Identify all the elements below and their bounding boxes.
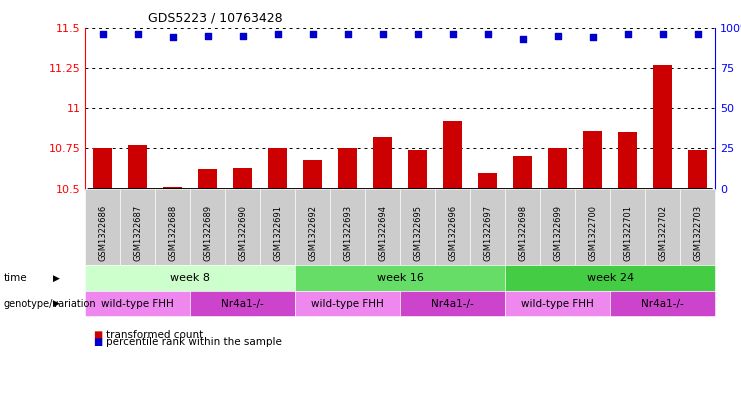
Text: GSM1322697: GSM1322697 — [483, 205, 492, 261]
Text: transformed count: transformed count — [106, 330, 203, 340]
Point — [307, 31, 319, 37]
Text: week 16: week 16 — [376, 273, 424, 283]
Text: wild-type FHH: wild-type FHH — [102, 299, 174, 309]
Point — [167, 34, 179, 40]
Point — [587, 34, 599, 40]
Text: GSM1322699: GSM1322699 — [553, 206, 562, 261]
Text: GSM1322686: GSM1322686 — [99, 205, 107, 261]
Text: GSM1322702: GSM1322702 — [658, 206, 667, 261]
Point — [97, 31, 109, 37]
Bar — [338, 148, 357, 189]
Bar — [548, 148, 567, 189]
Bar — [93, 148, 113, 189]
Point — [132, 31, 144, 37]
Text: GSM1322694: GSM1322694 — [378, 206, 387, 261]
Text: GSM1322691: GSM1322691 — [273, 206, 282, 261]
Text: time: time — [4, 273, 27, 283]
Bar — [688, 150, 707, 189]
Text: ▶: ▶ — [53, 299, 60, 308]
Bar — [653, 64, 672, 189]
Text: GSM1322696: GSM1322696 — [448, 205, 457, 261]
Text: percentile rank within the sample: percentile rank within the sample — [106, 337, 282, 347]
Point — [342, 31, 353, 37]
Text: GSM1322687: GSM1322687 — [133, 205, 142, 261]
Bar — [303, 160, 322, 189]
Text: ▶: ▶ — [53, 274, 60, 283]
Point — [202, 32, 213, 39]
Point — [657, 31, 668, 37]
Point — [236, 32, 248, 39]
Bar — [163, 187, 182, 189]
Text: week 24: week 24 — [587, 273, 634, 283]
Point — [551, 32, 563, 39]
Text: Nr4a1-/-: Nr4a1-/- — [431, 299, 474, 309]
Text: Nr4a1-/-: Nr4a1-/- — [222, 299, 264, 309]
Point — [272, 31, 284, 37]
Point — [376, 31, 388, 37]
Text: GSM1322688: GSM1322688 — [168, 205, 177, 261]
Text: wild-type FHH: wild-type FHH — [311, 299, 384, 309]
Text: GDS5223 / 10763428: GDS5223 / 10763428 — [148, 12, 283, 25]
Bar — [443, 121, 462, 189]
Bar — [618, 132, 637, 189]
Point — [516, 36, 528, 42]
Point — [622, 31, 634, 37]
Text: GSM1322698: GSM1322698 — [518, 205, 527, 261]
Text: GSM1322692: GSM1322692 — [308, 206, 317, 261]
Text: ■: ■ — [93, 337, 102, 347]
Text: genotype/variation: genotype/variation — [4, 299, 96, 309]
Bar — [583, 130, 602, 189]
Bar — [268, 148, 288, 189]
Text: GSM1322689: GSM1322689 — [203, 205, 212, 261]
Text: GSM1322703: GSM1322703 — [693, 205, 702, 261]
Text: GSM1322700: GSM1322700 — [588, 206, 597, 261]
Point — [447, 31, 459, 37]
Point — [412, 31, 424, 37]
Text: Nr4a1-/-: Nr4a1-/- — [641, 299, 684, 309]
Point — [482, 31, 494, 37]
Text: week 8: week 8 — [170, 273, 210, 283]
Point — [691, 31, 703, 37]
Text: GSM1322695: GSM1322695 — [413, 206, 422, 261]
Bar — [198, 169, 217, 189]
Bar — [233, 168, 252, 189]
Text: GSM1322701: GSM1322701 — [623, 206, 632, 261]
Text: wild-type FHH: wild-type FHH — [521, 299, 594, 309]
Bar — [478, 173, 497, 189]
Bar — [373, 137, 392, 189]
Bar — [128, 145, 147, 189]
Bar — [408, 150, 428, 189]
Text: ■: ■ — [93, 330, 102, 340]
Text: GSM1322693: GSM1322693 — [343, 205, 352, 261]
Bar — [513, 156, 532, 189]
Text: GSM1322690: GSM1322690 — [238, 206, 247, 261]
